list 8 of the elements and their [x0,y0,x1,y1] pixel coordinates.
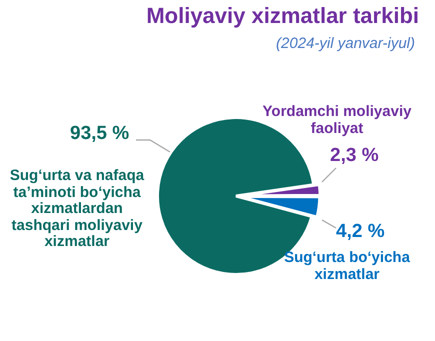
slice-label: Yordamchi moliyaviy faoliyat [262,103,412,137]
slice-label: Sug‘urta bo‘yicha xizmatlar [283,249,411,283]
data-label: 2,3 % [330,145,379,167]
chart-subtitle: (2024-yil yanvar-iyul) [276,35,415,52]
data-label: 93,5 % [70,123,130,145]
chart-title: Moliyaviy xizmatlar tarkibi [146,3,419,28]
slice-label: Sug‘urta va nafaqa ta’minoti bo‘yicha xizmatlardan tashqari moliyaviy xizmatlar [8,167,146,250]
data-label: 4,2 % [336,221,385,243]
